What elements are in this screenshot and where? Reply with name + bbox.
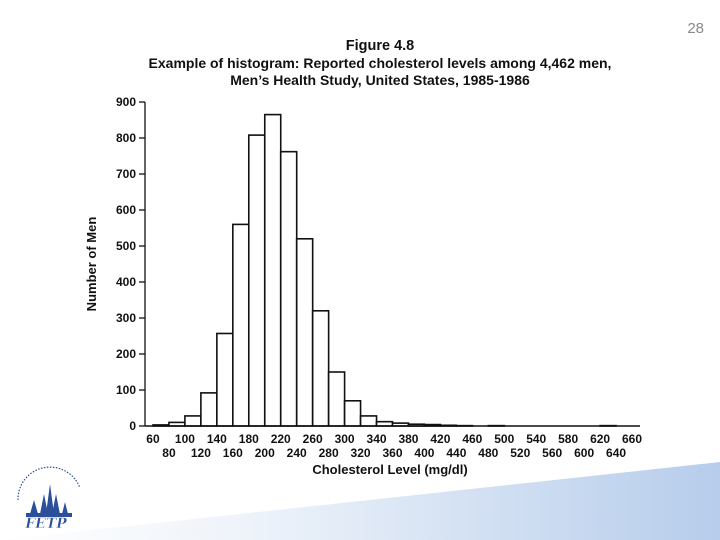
x-tick-label: 320 [351,446,371,460]
histogram-bar [247,134,266,427]
x-tick-label: 220 [271,432,291,446]
y-tick-label: 300 [116,311,136,325]
x-tick-label: 540 [526,432,546,446]
histogram-bar [216,332,234,427]
x-tick-label: 60 [146,432,160,446]
histogram-bar [295,238,314,427]
y-axis-label: Number of Men [84,217,99,312]
x-tick-label: 500 [494,432,514,446]
x-tick-label: 420 [430,432,450,446]
chart-subtitle-line-1: Example of histogram: Reported cholester… [148,55,612,71]
y-tick-label: 400 [116,275,136,289]
y-tick-label: 200 [116,347,136,361]
y-tick-label: 100 [116,383,136,397]
chart-title-block: Figure 4.8 Example of histogram: Reporte… [60,38,700,89]
x-tick-label: 480 [478,446,498,460]
x-tick-label: 140 [207,432,227,446]
x-tick-label: 260 [303,432,323,446]
fetp-logo: FETP [17,466,81,532]
histogram-bar [200,392,218,427]
y-tick-label: 600 [116,203,136,217]
x-tick-label: 280 [319,446,339,460]
histogram-bar [263,113,282,427]
x-tick-label: 100 [175,432,195,446]
histogram-bar [184,415,202,427]
x-tick-label: 460 [462,432,482,446]
histogram-bar [343,399,362,427]
x-tick-label: 380 [398,432,418,446]
x-tick-label: 80 [162,446,176,460]
x-tick-label: 580 [558,432,578,446]
x-tick-label: 360 [382,446,402,460]
x-tick-label: 180 [239,432,259,446]
x-tick-label: 200 [255,446,275,460]
histogram-bar [311,309,330,427]
x-tick-label: 160 [223,446,243,460]
y-tick-label: 800 [116,131,136,145]
x-tick-label: 400 [414,446,434,460]
y-tick-label: 900 [116,95,136,109]
x-tick-label: 520 [510,446,530,460]
logo-text: FETP [24,516,67,532]
histogram-bar [359,415,378,427]
y-tick-label: 0 [129,419,136,433]
x-tick-label: 640 [606,446,626,460]
x-tick-label: 240 [287,446,307,460]
histogram-bar [279,150,298,427]
x-axis-label: Cholesterol Level (mg/dl) [312,462,467,477]
x-tick-label: 620 [590,432,610,446]
x-tick-label: 300 [335,432,355,446]
x-tick-label: 660 [622,432,642,446]
x-tick-label: 560 [542,446,562,460]
page-number: 28 [687,20,704,37]
chart-title: Figure 4.8 [345,38,415,54]
histogram-bar [327,371,346,427]
x-tick-label: 600 [574,446,594,460]
histogram-bar [232,223,250,427]
y-tick-label: 700 [116,167,136,181]
x-tick-label: 120 [191,446,211,460]
y-tick-label: 500 [116,239,136,253]
x-tick-label: 440 [446,446,466,460]
x-tick-label: 340 [367,432,387,446]
chart-subtitle-line-2: Men’s Health Study, United States, 1985-… [230,72,530,88]
